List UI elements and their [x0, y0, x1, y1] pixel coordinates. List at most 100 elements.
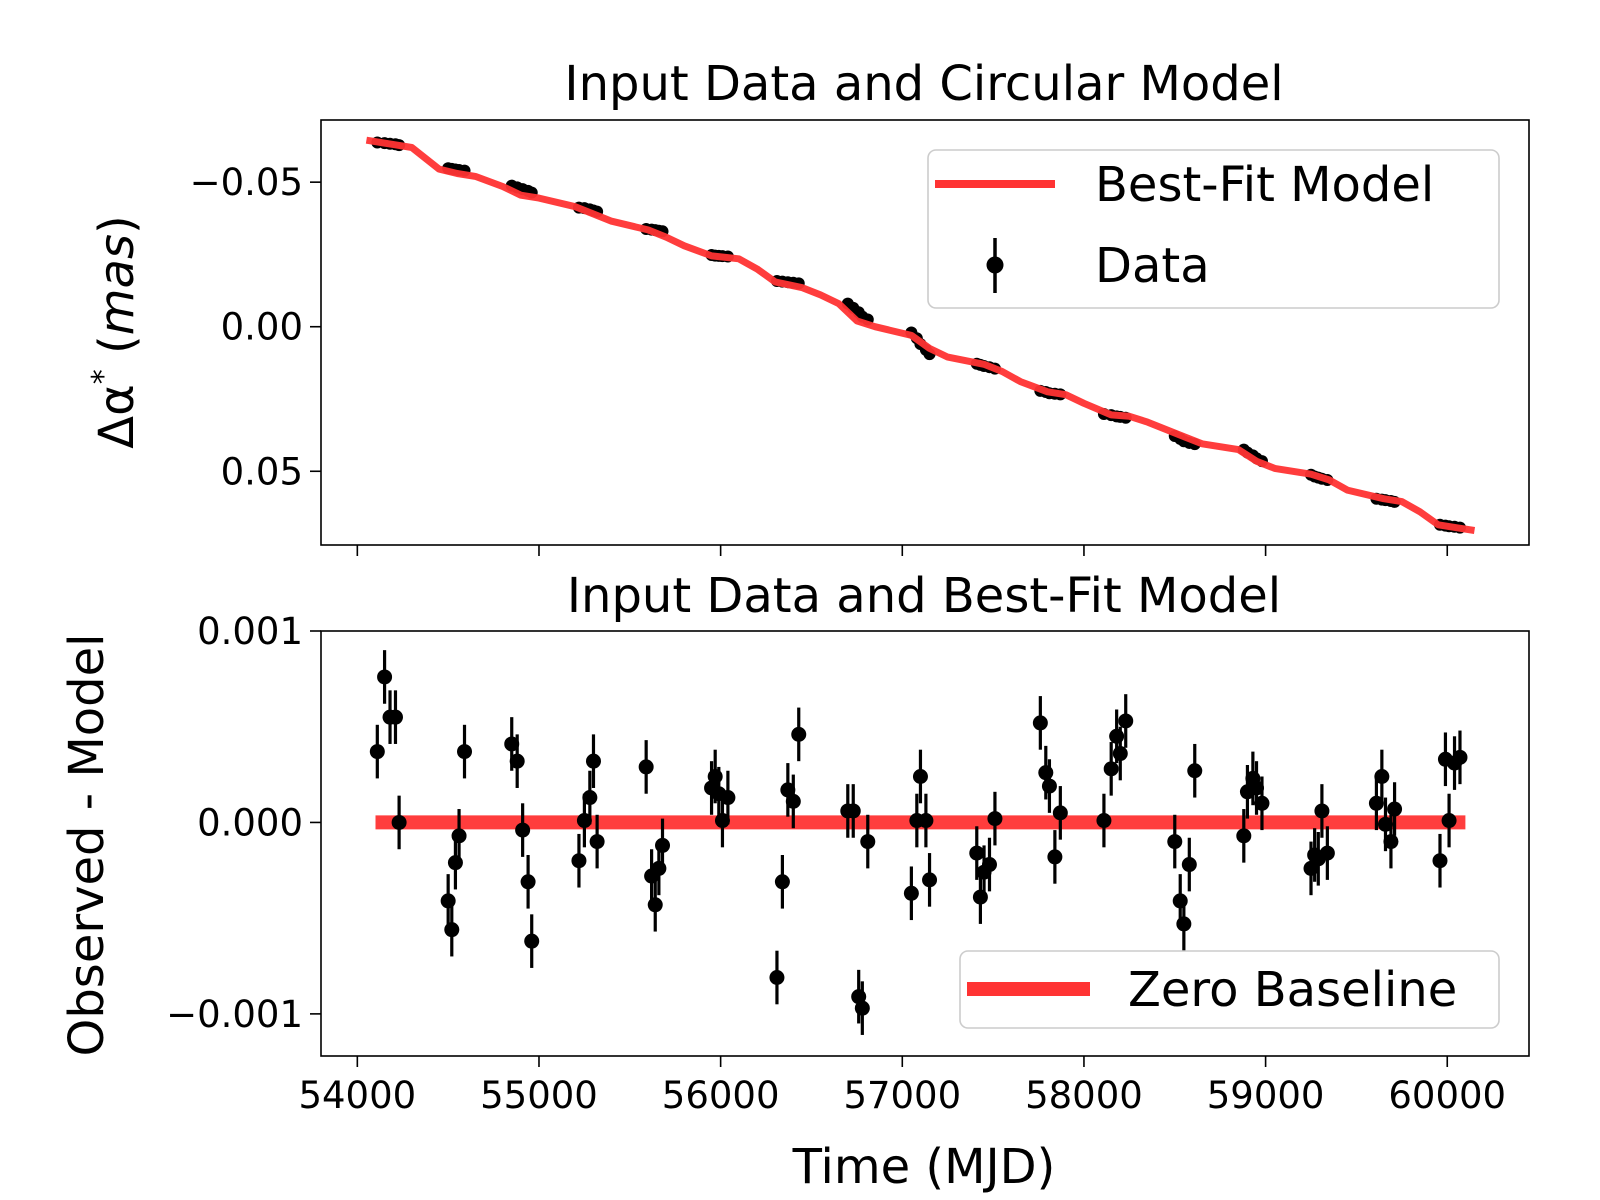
bottom-data-point: [987, 811, 1003, 827]
bottom-data-point: [1118, 713, 1134, 729]
bottom-data-point: [1452, 749, 1468, 765]
top-legend: Best-Fit Model Data: [927, 149, 1500, 309]
bottom-data-point: [1383, 834, 1399, 850]
bottom-data-point: [1112, 746, 1128, 762]
top-legend-label-model: Best-Fit Model: [1095, 157, 1434, 213]
bottom-data-point: [1052, 805, 1068, 821]
bottom-xtick-label: 58000: [1025, 1074, 1143, 1117]
bottom-plot-area: [369, 650, 1468, 1035]
bottom-data-point: [651, 860, 667, 876]
top-x-axis: [356, 545, 1449, 556]
x-axis-label: Time (MJD): [792, 1139, 1056, 1195]
bottom-data-point: [451, 828, 467, 844]
bottom-data-point: [520, 874, 536, 890]
bottom-data-point: [515, 822, 531, 838]
bottom-data-point: [918, 813, 934, 829]
bottom-data-point: [377, 669, 393, 685]
bottom-data-point: [707, 768, 723, 784]
bottom-data-point: [1103, 761, 1119, 777]
top-ytick-label: 0.05: [221, 450, 303, 493]
bottom-data-point: [1441, 813, 1457, 829]
top-ylabel-close: ): [89, 215, 145, 234]
bottom-data-point: [860, 834, 876, 850]
bottom-data-point: [440, 893, 456, 909]
bottom-ytick-label: −0.001: [166, 993, 303, 1036]
bottom-data-point: [714, 813, 730, 829]
bottom-data-point: [981, 857, 997, 873]
bottom-data-point: [854, 1000, 870, 1016]
bottom-legend-box: [959, 950, 1500, 1029]
bottom-data-point: [1377, 816, 1393, 832]
top-ylabel-unit: mas: [89, 234, 145, 335]
bottom-data-point: [1374, 768, 1390, 784]
bottom-data-point: [638, 759, 654, 775]
top-panel: Input Data and Circular Model −0.05 0.00 0…: [86, 56, 1530, 556]
bottom-xtick-label: 57000: [843, 1074, 961, 1117]
bottom-ytick-label: 0.001: [197, 610, 303, 653]
bottom-data-point: [524, 933, 540, 949]
bottom-data-point: [1032, 715, 1048, 731]
bottom-data-point: [444, 922, 460, 938]
bottom-data-point: [576, 813, 592, 829]
bottom-data-point: [1236, 828, 1252, 844]
bottom-data-point: [1254, 795, 1270, 811]
top-plot-area: [365, 136, 1476, 534]
bottom-xtick-label: 55000: [480, 1074, 598, 1117]
bottom-y-axis: 0.001 0.000 −0.001: [166, 610, 321, 1036]
top-y-axis: −0.05 0.00 0.05: [190, 161, 321, 493]
bottom-data-point: [1432, 853, 1448, 869]
bottom-data-point: [785, 793, 801, 809]
bottom-data-point: [647, 897, 663, 913]
bottom-data-point: [509, 753, 525, 769]
bottom-data-point: [845, 803, 861, 819]
top-legend-marker-swatch: [986, 256, 1004, 274]
bottom-data-point: [912, 768, 928, 784]
bottom-data-point: [1187, 763, 1203, 779]
bottom-axes-frame: [320, 630, 1530, 1057]
bottom-data-point: [1041, 778, 1057, 794]
bottom-data-point: [903, 885, 919, 901]
bottom-title: Input Data and Best-Fit Model: [567, 568, 1281, 624]
bottom-data-point: [1038, 765, 1054, 781]
bottom-data-point: [1167, 834, 1183, 850]
bottom-data-point: [585, 753, 601, 769]
bottom-xtick-label: 59000: [1207, 1074, 1325, 1117]
bottom-data-point: [1096, 813, 1112, 829]
bottom-data-point: [791, 726, 807, 742]
bottom-data-point: [1314, 803, 1330, 819]
bottom-data-point: [447, 855, 463, 871]
bottom-data-point: [1368, 795, 1384, 811]
bottom-xtick-label: 60000: [1388, 1074, 1506, 1117]
bottom-xtick-label: 56000: [662, 1074, 780, 1117]
bottom-data-point: [387, 709, 403, 725]
bottom-xtick-label: 54000: [298, 1074, 416, 1117]
top-legend-label-data: Data: [1095, 238, 1210, 294]
bottom-legend-label: Zero Baseline: [1128, 962, 1457, 1018]
bottom-y-axis-label: Observed - Model: [59, 634, 115, 1057]
top-axes-frame: [320, 119, 1530, 546]
bottom-data-point: [972, 889, 988, 905]
bottom-data-point: [1249, 780, 1265, 796]
bottom-data-point: [589, 834, 605, 850]
top-y-axis-label: Δα* (mas): [86, 215, 145, 448]
bottom-data-point: [969, 845, 985, 861]
bottom-data-point: [1176, 916, 1192, 932]
bottom-data-point: [1319, 845, 1335, 861]
bottom-data-point: [769, 970, 785, 986]
bottom-data-point: [582, 790, 598, 806]
best-fit-model-line: [365, 136, 1476, 534]
top-ylabel-open: (: [89, 335, 145, 369]
top-legend-box: [927, 149, 1500, 309]
bottom-data-point: [391, 814, 407, 830]
bottom-data-point: [780, 782, 796, 798]
bottom-data-point: [720, 790, 736, 806]
bottom-panel: Input Data and Best-Fit Model 0.001 0.000…: [59, 568, 1530, 1195]
bottom-data-point: [922, 872, 938, 888]
bottom-data-point: [655, 837, 671, 853]
bottom-data-point: [504, 736, 520, 752]
top-ylabel-prefix: Δα: [89, 384, 145, 448]
bottom-data-point: [457, 744, 473, 760]
top-ytick-label: −0.05: [190, 161, 303, 204]
bottom-x-axis: 54000 55000 56000 57000 58000 59000 60000: [298, 1056, 1506, 1117]
